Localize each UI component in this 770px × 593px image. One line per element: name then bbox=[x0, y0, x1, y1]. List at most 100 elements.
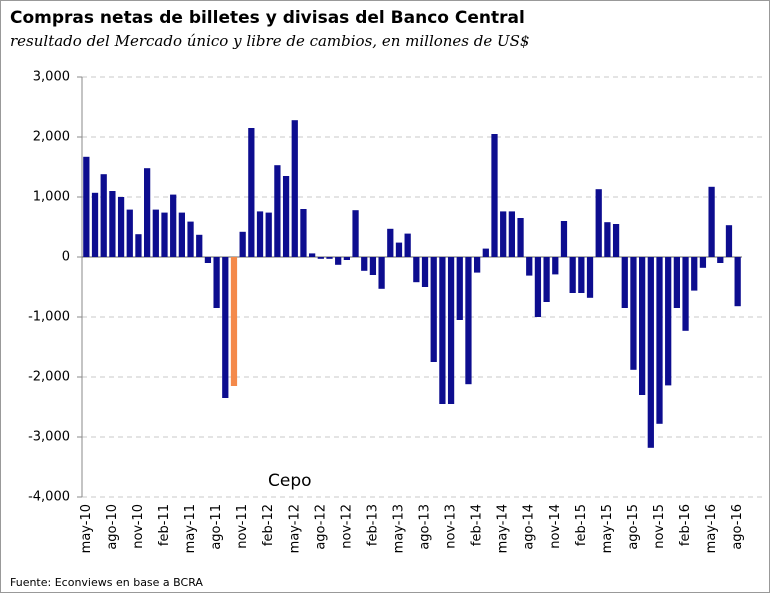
bar bbox=[508, 211, 515, 257]
bar bbox=[161, 212, 168, 257]
bar bbox=[117, 197, 125, 257]
bar bbox=[430, 257, 437, 362]
x-tick-label: ago-14 bbox=[522, 504, 537, 550]
x-tick-label: may-15 bbox=[600, 504, 615, 553]
bar bbox=[178, 212, 185, 257]
bar bbox=[612, 224, 620, 257]
bar bbox=[734, 257, 741, 307]
x-tick-label: feb-15 bbox=[574, 504, 589, 546]
bar bbox=[100, 174, 107, 257]
bar bbox=[604, 222, 611, 257]
bar bbox=[196, 234, 203, 257]
x-tick-label: ago-16 bbox=[730, 504, 745, 550]
bar bbox=[465, 257, 472, 385]
annotation: Cepo bbox=[268, 471, 312, 491]
bar bbox=[491, 134, 498, 257]
x-tick-label: feb-16 bbox=[678, 504, 693, 546]
x-tick-label: nov-15 bbox=[652, 504, 667, 549]
bar bbox=[126, 209, 133, 257]
x-tick-label: ago-15 bbox=[626, 504, 641, 550]
bar bbox=[152, 209, 159, 257]
x-tick-label: feb-14 bbox=[470, 504, 485, 546]
bar bbox=[274, 165, 281, 257]
bar bbox=[248, 128, 255, 257]
bar bbox=[335, 257, 342, 265]
bar bbox=[83, 156, 90, 257]
x-tick-label: may-14 bbox=[496, 504, 511, 553]
bar bbox=[708, 186, 715, 257]
bar bbox=[639, 257, 646, 395]
x-tick-label: feb-11 bbox=[157, 504, 172, 546]
x-tick-label: nov-14 bbox=[548, 504, 563, 549]
y-tick-label: 0 bbox=[62, 250, 70, 265]
bar bbox=[500, 211, 507, 257]
bar bbox=[282, 176, 290, 257]
bar bbox=[204, 257, 212, 263]
bar bbox=[343, 257, 350, 260]
bar bbox=[413, 257, 420, 283]
x-tick-label: nov-11 bbox=[235, 504, 250, 549]
chart-title: Compras netas de billetes y divisas del … bbox=[10, 8, 525, 28]
x-tick-label: nov-13 bbox=[444, 504, 459, 549]
bar bbox=[717, 257, 724, 263]
bar bbox=[630, 257, 637, 370]
bar bbox=[91, 192, 99, 257]
bar bbox=[543, 257, 550, 302]
bar bbox=[621, 257, 628, 308]
x-tick-label: may-12 bbox=[287, 504, 302, 553]
y-tick-label: -1,000 bbox=[28, 310, 70, 325]
bar bbox=[699, 257, 707, 268]
x-tick-label: ago-12 bbox=[313, 504, 328, 550]
bar bbox=[387, 228, 394, 257]
bar bbox=[265, 212, 272, 257]
bar bbox=[395, 242, 403, 257]
bar bbox=[369, 257, 377, 275]
bar bbox=[586, 257, 594, 298]
bar bbox=[517, 218, 524, 257]
bar bbox=[534, 257, 542, 317]
bar bbox=[213, 257, 220, 308]
source: Fuente: Econviews en base a BCRA bbox=[10, 576, 203, 589]
bar bbox=[317, 257, 324, 259]
bar bbox=[187, 221, 194, 257]
bar bbox=[595, 189, 602, 257]
x-tick-label: may-13 bbox=[391, 504, 406, 553]
bar bbox=[569, 257, 576, 293]
x-tick-label: nov-10 bbox=[131, 504, 146, 549]
y-tick-label: -3,000 bbox=[28, 430, 70, 445]
y-tick-label: 3,000 bbox=[33, 70, 70, 85]
bar bbox=[135, 234, 142, 257]
bar bbox=[378, 257, 385, 289]
y-tick-label: -4,000 bbox=[28, 490, 70, 505]
bar bbox=[578, 257, 585, 293]
bar bbox=[665, 257, 672, 386]
bar bbox=[673, 257, 680, 308]
bar bbox=[361, 257, 368, 271]
y-tick-label: 1,000 bbox=[33, 190, 70, 205]
bar bbox=[647, 257, 654, 448]
bar bbox=[352, 210, 359, 257]
bar bbox=[144, 168, 151, 257]
bar bbox=[326, 257, 333, 259]
bar bbox=[526, 257, 533, 276]
x-tick-label: feb-12 bbox=[261, 504, 276, 546]
bar bbox=[230, 257, 238, 386]
bar bbox=[682, 257, 689, 331]
y-tick-label: -2,000 bbox=[28, 370, 70, 385]
bar bbox=[404, 233, 411, 257]
bar bbox=[725, 225, 733, 257]
bar bbox=[291, 120, 298, 257]
bar bbox=[109, 191, 116, 257]
bar bbox=[222, 257, 229, 398]
bar bbox=[456, 257, 463, 320]
bar bbox=[482, 248, 489, 257]
x-tick-label: feb-13 bbox=[365, 504, 380, 546]
bar bbox=[309, 253, 316, 257]
bar bbox=[474, 257, 481, 273]
x-tick-label: ago-11 bbox=[209, 504, 224, 550]
bar bbox=[439, 257, 446, 404]
x-tick-label: may-11 bbox=[183, 504, 198, 553]
x-tick-label: ago-13 bbox=[418, 504, 433, 550]
